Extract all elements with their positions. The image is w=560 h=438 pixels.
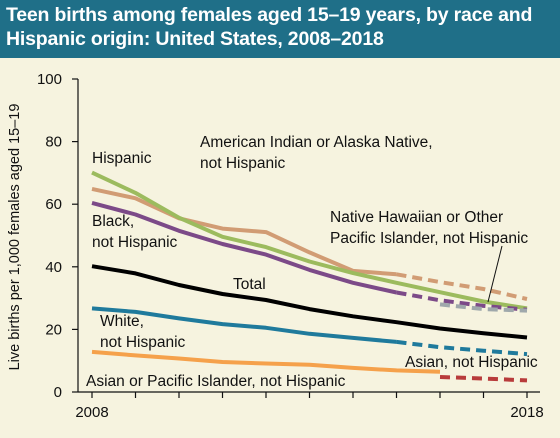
series-label-white-not-hispanic: White, <box>100 313 144 330</box>
series-label-total: Total <box>233 276 266 293</box>
series-label-native-hawaiian-or-other-pacific-islander-not-hispanic: Native Hawaiian or Other <box>330 209 503 226</box>
series-line-american-indian-or-alaska-native-not-hispanic <box>91 186 397 277</box>
series-dashed-asian-not-hispanic <box>439 375 528 383</box>
series-line-hispanic <box>91 170 528 311</box>
label-leader-line <box>487 245 503 303</box>
series-line-black-not-hispanic <box>91 200 397 295</box>
series-dashed-american-indian-or-alaska-native-not-hispanic <box>396 272 528 301</box>
series-dashed-white-not-hispanic <box>396 339 528 357</box>
y-tick-label: 80 <box>45 134 62 151</box>
y-tick-label: 100 <box>37 71 62 88</box>
y-tick-label: 60 <box>45 196 62 213</box>
x-tick-label: 2018 <box>510 404 543 421</box>
series-label-asian-or-pacific-islander-not-hispanic: Asian or Pacific Islander, not Hispanic <box>86 373 346 390</box>
series-dashed-black-not-hispanic <box>396 290 528 312</box>
series-line-asian-or-pacific-islander-not-hispanic <box>91 349 441 374</box>
x-tick-label: 2008 <box>75 404 108 421</box>
y-tick-label: 20 <box>45 321 62 338</box>
series-dashed-native-hawaiian-or-other-pacific-islander-not-hispanic <box>439 302 528 313</box>
title-bar: Teen births among females aged 15–19 yea… <box>0 0 560 58</box>
series-label-american-indian-or-alaska-native-not-hispanic: not Hispanic <box>200 155 286 172</box>
series-label-black-not-hispanic: Black, <box>92 213 134 230</box>
chart-title-line-1: Teen births among females aged 15–19 yea… <box>6 4 533 26</box>
series-label-white-not-hispanic: not Hispanic <box>100 334 186 351</box>
series-label-native-hawaiian-or-other-pacific-islander-not-hispanic: Pacific Islander, not Hispanic <box>330 230 528 247</box>
series-label-american-indian-or-alaska-native-not-hispanic: American Indian or Alaska Native, <box>200 134 433 151</box>
y-tick-label: 40 <box>45 259 62 276</box>
chart-title-line-2: Hispanic origin: United States, 2008–201… <box>6 28 384 50</box>
series-line-total <box>91 264 528 340</box>
y-axis-label: Live births per 1,000 females aged 15–19 <box>7 104 23 371</box>
series-line-white-not-hispanic <box>91 306 397 344</box>
series-label-black-not-hispanic: not Hispanic <box>92 234 178 251</box>
series-label-asian-not-hispanic: Asian, not Hispanic <box>405 354 538 371</box>
series-label-hispanic: Hispanic <box>92 150 152 167</box>
y-tick-label: 0 <box>54 384 62 401</box>
